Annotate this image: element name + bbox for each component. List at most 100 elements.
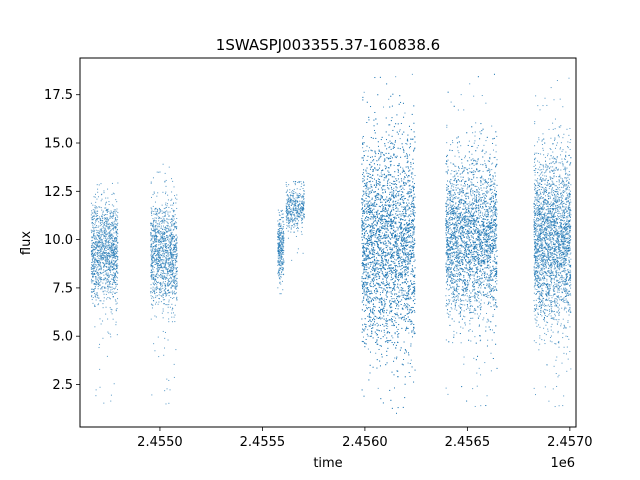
data-point — [151, 239, 153, 241]
data-point — [300, 193, 302, 195]
data-point — [158, 260, 160, 262]
data-point — [113, 251, 115, 253]
data-point — [96, 279, 98, 281]
data-point — [100, 255, 102, 257]
data-point — [283, 246, 285, 248]
data-point — [155, 316, 157, 318]
data-point — [94, 248, 96, 250]
data-point — [151, 250, 153, 252]
data-point — [111, 286, 113, 288]
data-point — [162, 232, 164, 234]
data-point — [172, 257, 174, 259]
data-point — [175, 349, 177, 351]
data-point — [297, 181, 299, 183]
data-point — [155, 239, 157, 241]
data-point — [282, 217, 284, 219]
data-point — [103, 263, 105, 265]
data-point — [111, 240, 113, 242]
data-point — [174, 225, 176, 227]
data-point — [279, 278, 281, 280]
data-point — [280, 283, 282, 285]
data-point — [169, 226, 171, 228]
data-point — [300, 181, 302, 183]
data-point — [162, 251, 164, 253]
data-point — [162, 225, 164, 227]
data-point — [114, 211, 116, 213]
data-point — [176, 266, 178, 268]
data-point — [160, 295, 162, 297]
data-point — [277, 209, 279, 211]
data-point — [279, 259, 281, 261]
data-point — [161, 275, 163, 277]
data-point — [164, 243, 166, 245]
data-point — [296, 195, 298, 197]
data-point — [117, 265, 119, 267]
data-point — [151, 237, 153, 239]
data-point — [294, 218, 296, 220]
data-point — [98, 251, 100, 253]
data-point — [296, 218, 298, 220]
data-point — [151, 274, 152, 276]
data-point — [291, 192, 293, 194]
data-point — [116, 283, 118, 285]
data-point — [109, 230, 111, 232]
data-point — [95, 395, 97, 397]
data-point — [111, 243, 113, 245]
data-point — [289, 191, 291, 193]
data-point — [175, 261, 177, 263]
data-point — [114, 217, 116, 219]
data-point — [91, 282, 93, 284]
data-point — [113, 288, 115, 290]
data-point — [112, 216, 114, 218]
data-point — [164, 284, 166, 286]
data-point — [112, 192, 114, 194]
data-point — [94, 259, 96, 261]
data-point — [111, 309, 113, 311]
data-point — [106, 218, 108, 220]
data-point — [167, 235, 169, 237]
data-point — [159, 171, 161, 173]
data-point — [175, 256, 177, 258]
data-point — [296, 223, 298, 225]
data-point — [107, 248, 109, 250]
data-point — [282, 238, 284, 240]
data-point — [159, 257, 161, 259]
data-point — [172, 237, 174, 239]
data-point — [156, 223, 158, 225]
data-point — [104, 227, 106, 229]
data-point — [171, 270, 173, 272]
data-point — [292, 203, 294, 205]
data-point — [169, 234, 171, 236]
data-point — [110, 230, 112, 232]
data-point — [151, 307, 153, 309]
data-point — [168, 246, 170, 248]
data-point — [116, 255, 118, 257]
data-point — [170, 257, 172, 259]
data-point — [164, 232, 166, 234]
data-point — [176, 270, 178, 272]
data-point — [175, 222, 177, 224]
data-point — [176, 298, 178, 300]
data-point — [167, 250, 169, 252]
data-point — [165, 207, 167, 209]
data-point — [301, 196, 303, 198]
data-point — [155, 246, 157, 248]
data-point — [92, 224, 94, 226]
data-point — [279, 277, 281, 279]
data-point — [97, 191, 99, 193]
data-point — [102, 286, 104, 288]
data-point — [279, 264, 281, 266]
data-point — [154, 235, 156, 237]
data-point — [160, 264, 162, 266]
data-point — [162, 220, 164, 222]
data-point — [102, 337, 104, 339]
data-point — [95, 278, 97, 280]
data-point — [107, 268, 109, 270]
data-point — [170, 243, 172, 245]
data-point — [158, 267, 160, 269]
data-point — [162, 239, 164, 241]
data-point — [117, 235, 119, 237]
data-point — [173, 216, 175, 218]
data-point — [99, 244, 101, 246]
